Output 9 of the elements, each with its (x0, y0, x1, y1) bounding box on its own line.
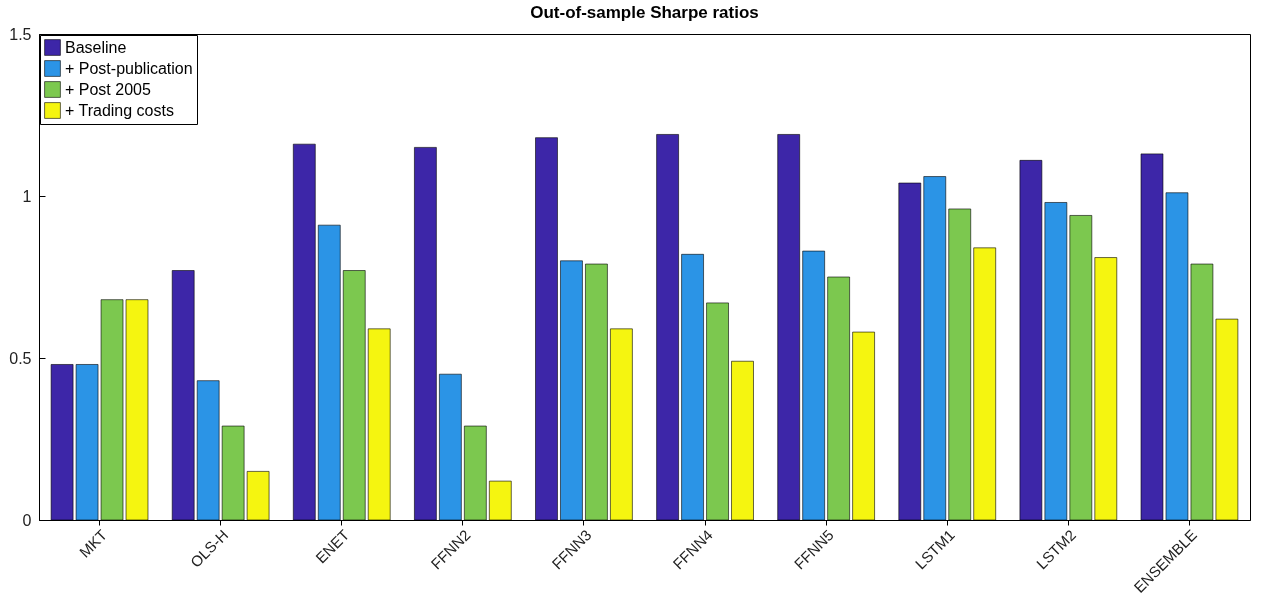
legend-label: + Trading costs (65, 101, 174, 119)
legend-label: + Post 2005 (65, 80, 151, 98)
chart-title: Out-of-sample Sharpe ratios (530, 3, 759, 22)
y-tick-label: 0.5 (9, 349, 32, 367)
y-tick-label: 0 (22, 511, 32, 529)
y-tick-label: 1.5 (9, 25, 32, 43)
legend-label: + Post-publication (65, 59, 193, 77)
legend-label: Baseline (65, 38, 127, 56)
y-tick-label: 1 (22, 187, 32, 205)
